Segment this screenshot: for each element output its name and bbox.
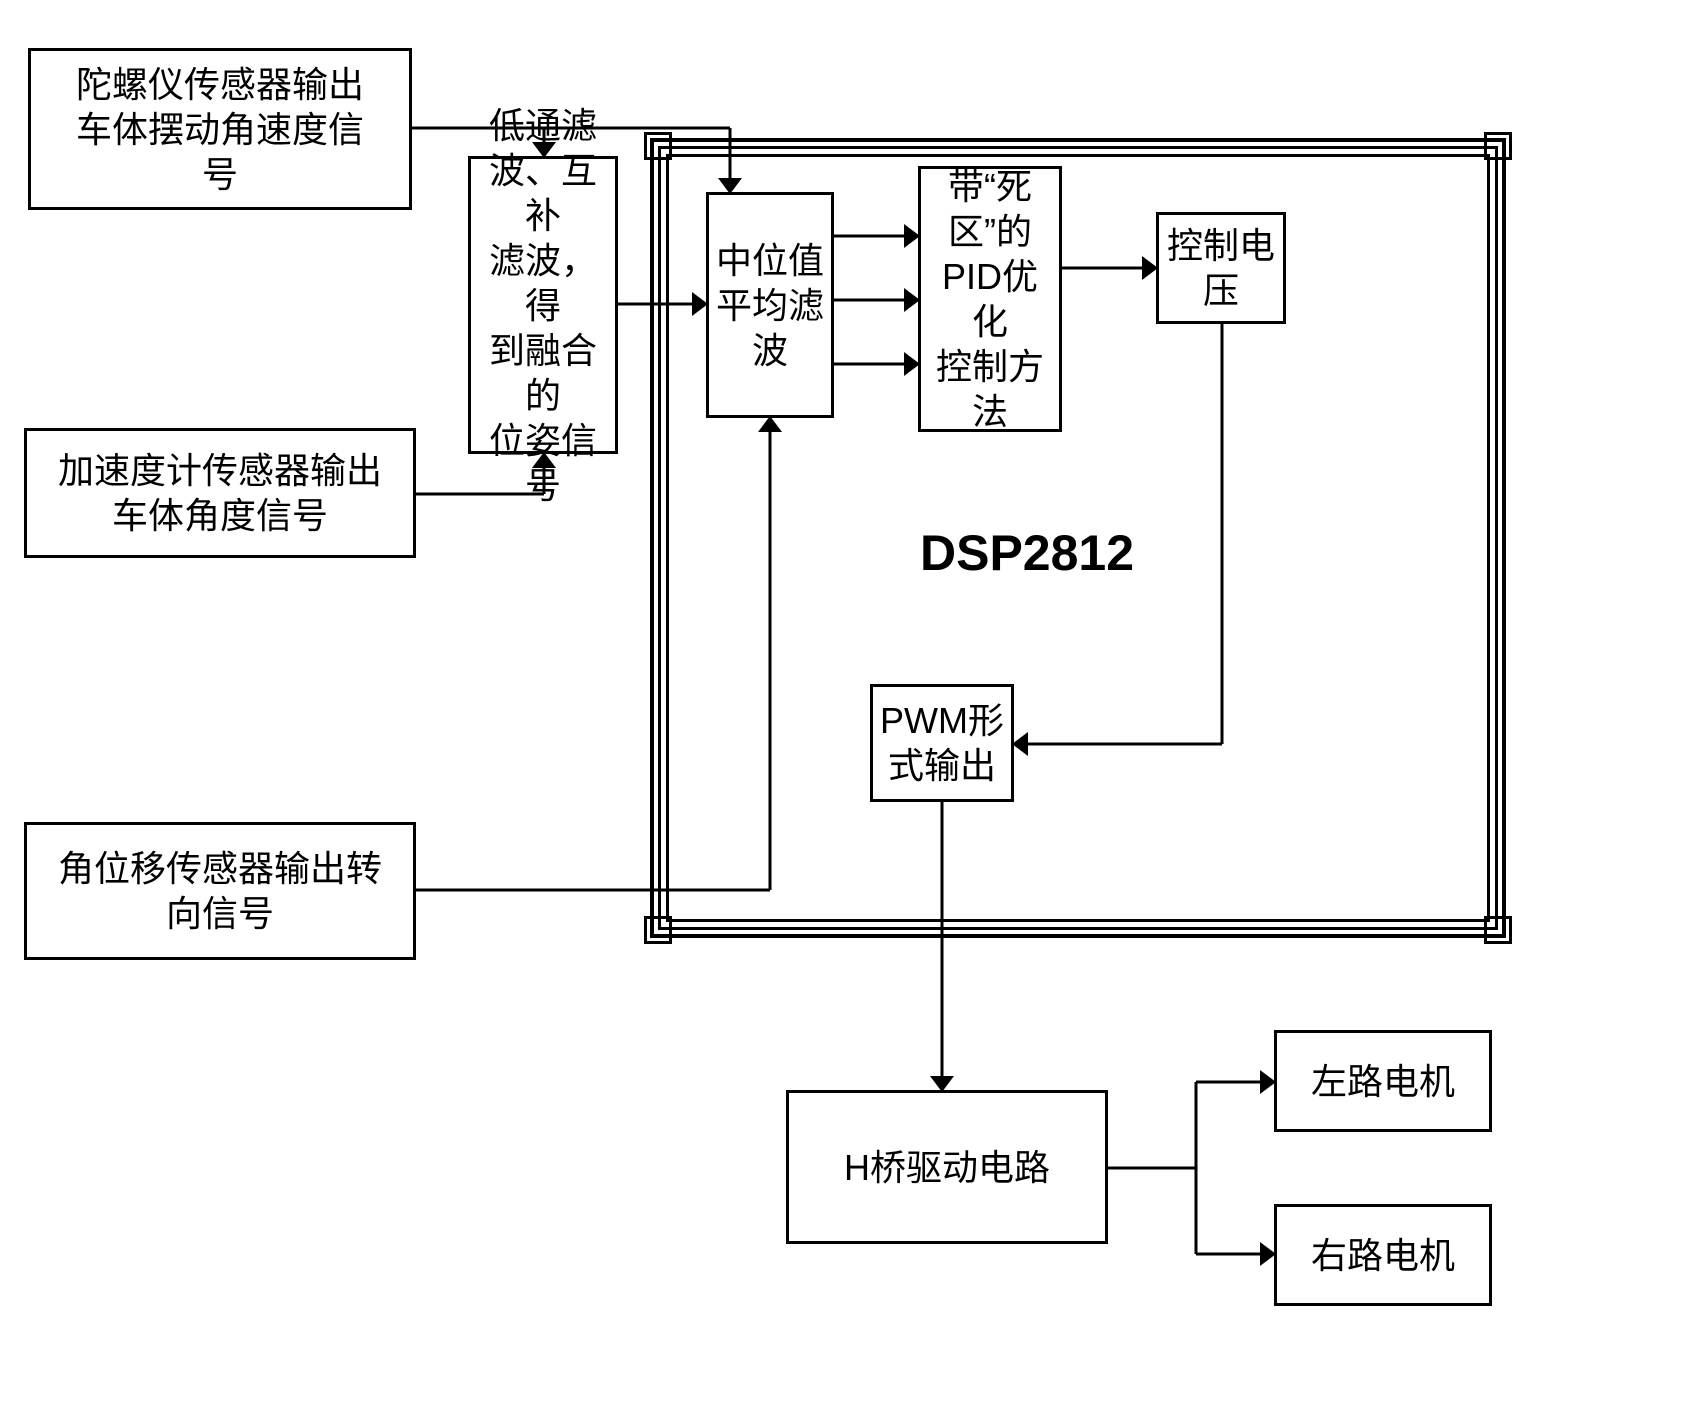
node-label: 右路电机 [1311,1233,1455,1278]
node-median-filter: 中位值平均滤波 [706,192,834,418]
node-label: H桥驱动电路 [844,1145,1050,1190]
node-accelerometer: 加速度计传感器输出车体角度信号 [24,428,416,558]
dsp-corner-cap [644,132,672,160]
dsp-label: DSP2812 [920,524,1134,582]
node-pid-control: 带“死区”的PID优化控制方法 [918,166,1062,432]
node-left-motor: 左路电机 [1274,1030,1492,1132]
dsp-corner-cap [1484,132,1512,160]
node-label: 陀螺仪传感器输出车体摆动角速度信号 [76,62,364,197]
node-label: 带“死区”的PID优化控制方法 [927,164,1053,434]
node-gyro-sensor: 陀螺仪传感器输出车体摆动角速度信号 [28,48,412,210]
node-label: 加速度计传感器输出车体角度信号 [58,448,382,538]
node-h-bridge: H桥驱动电路 [786,1090,1108,1244]
node-right-motor: 右路电机 [1274,1204,1492,1306]
node-control-voltage: 控制电压 [1156,212,1286,324]
node-pwm-output: PWM形式输出 [870,684,1014,802]
node-lowpass-filter: 低通滤波、互补滤波，得到融合的位姿信号 [468,156,618,454]
node-label: PWM形式输出 [880,698,1004,788]
node-label: 左路电机 [1311,1059,1455,1104]
dsp-corner-cap [644,916,672,944]
node-label: 中位值平均滤波 [716,238,824,373]
node-label: 控制电压 [1167,223,1275,313]
node-label: 低通滤波、互补滤波，得到融合的位姿信号 [477,103,609,508]
node-label: 角位移传感器输出转向信号 [58,846,382,936]
node-angular-disp-sensor: 角位移传感器输出转向信号 [24,822,416,960]
dsp-corner-cap [1484,916,1512,944]
